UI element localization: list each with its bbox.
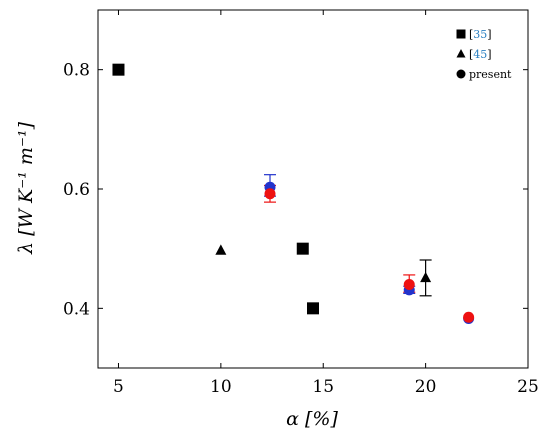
- y-axis: 0.4 0.6 0.8: [63, 61, 528, 319]
- data-point-square: [112, 63, 125, 76]
- x-tick-label: 10: [210, 377, 232, 397]
- x-axis: 5 10 15 20 25: [113, 10, 539, 397]
- legend-label: present: [469, 68, 512, 81]
- y-axis-label: λ [W K⁻¹ m⁻¹]: [15, 121, 37, 255]
- x-axis-label: α [%]: [286, 408, 338, 430]
- legend-label[interactable]: [45]: [469, 48, 492, 61]
- x-tick-label: 5: [113, 377, 124, 397]
- y-tick-label: 0.6: [63, 180, 90, 200]
- y-tick-label: 0.4: [63, 299, 90, 319]
- x-tick-label: 20: [415, 377, 437, 397]
- data-point-square: [307, 302, 319, 315]
- data-point-triangle: [215, 244, 227, 255]
- x-tick-label: 15: [312, 377, 334, 397]
- data-point-present: [463, 311, 475, 323]
- data-point-present: [264, 188, 276, 200]
- legend-label[interactable]: [35]: [469, 28, 492, 41]
- data-point-square: [296, 242, 309, 255]
- data-point-triangle: [420, 271, 432, 283]
- legend-marker-square: [456, 29, 466, 39]
- y-tick-label: 0.8: [63, 61, 90, 81]
- legend-marker-circle: [456, 69, 466, 79]
- data-point-present: [403, 278, 415, 290]
- legend: [35] [45] present: [456, 28, 512, 81]
- data-marks: [112, 63, 475, 324]
- legend-marker-triangle: [456, 49, 466, 58]
- x-tick-label: 25: [517, 377, 539, 397]
